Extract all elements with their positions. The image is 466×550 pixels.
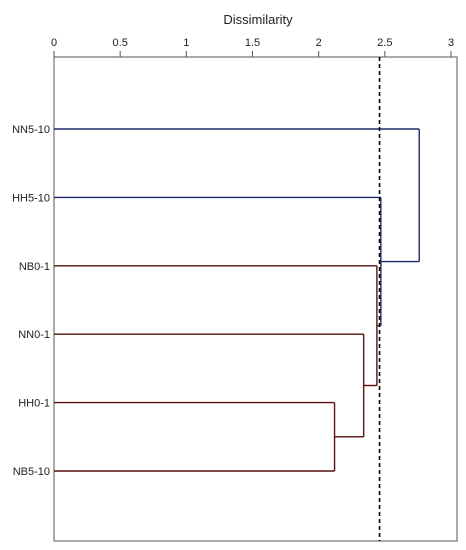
leaf-label: NB0-1 bbox=[19, 261, 50, 273]
x-tick-label: 1 bbox=[183, 37, 189, 49]
leaf-label: NN5-10 bbox=[12, 124, 50, 136]
x-axis-title: Dissimilarity bbox=[223, 12, 293, 27]
x-tick-label: 1.5 bbox=[245, 37, 260, 49]
x-tick-label: 2.5 bbox=[377, 37, 392, 49]
leaf-label: HH5-10 bbox=[12, 192, 50, 204]
plot-frame bbox=[53, 56, 458, 542]
x-tick-label: 0 bbox=[51, 37, 57, 49]
x-axis-ticks: 0 0.5 1 1.5 2 2.5 3 bbox=[51, 37, 454, 57]
leaf-label: HH0-1 bbox=[18, 398, 50, 410]
x-tick-label: 3 bbox=[448, 37, 454, 49]
x-tick-label: 2 bbox=[316, 37, 322, 49]
dendrogram-links bbox=[54, 128, 420, 472]
leaf-labels: NN5-10 HH5-10 NB0-1 NN0-1 HH0-1 NB5-10 bbox=[12, 124, 50, 478]
leaf-label: NN0-1 bbox=[18, 329, 50, 341]
leaf-label: NB5-10 bbox=[13, 466, 50, 478]
x-tick-label: 0.5 bbox=[113, 37, 128, 49]
